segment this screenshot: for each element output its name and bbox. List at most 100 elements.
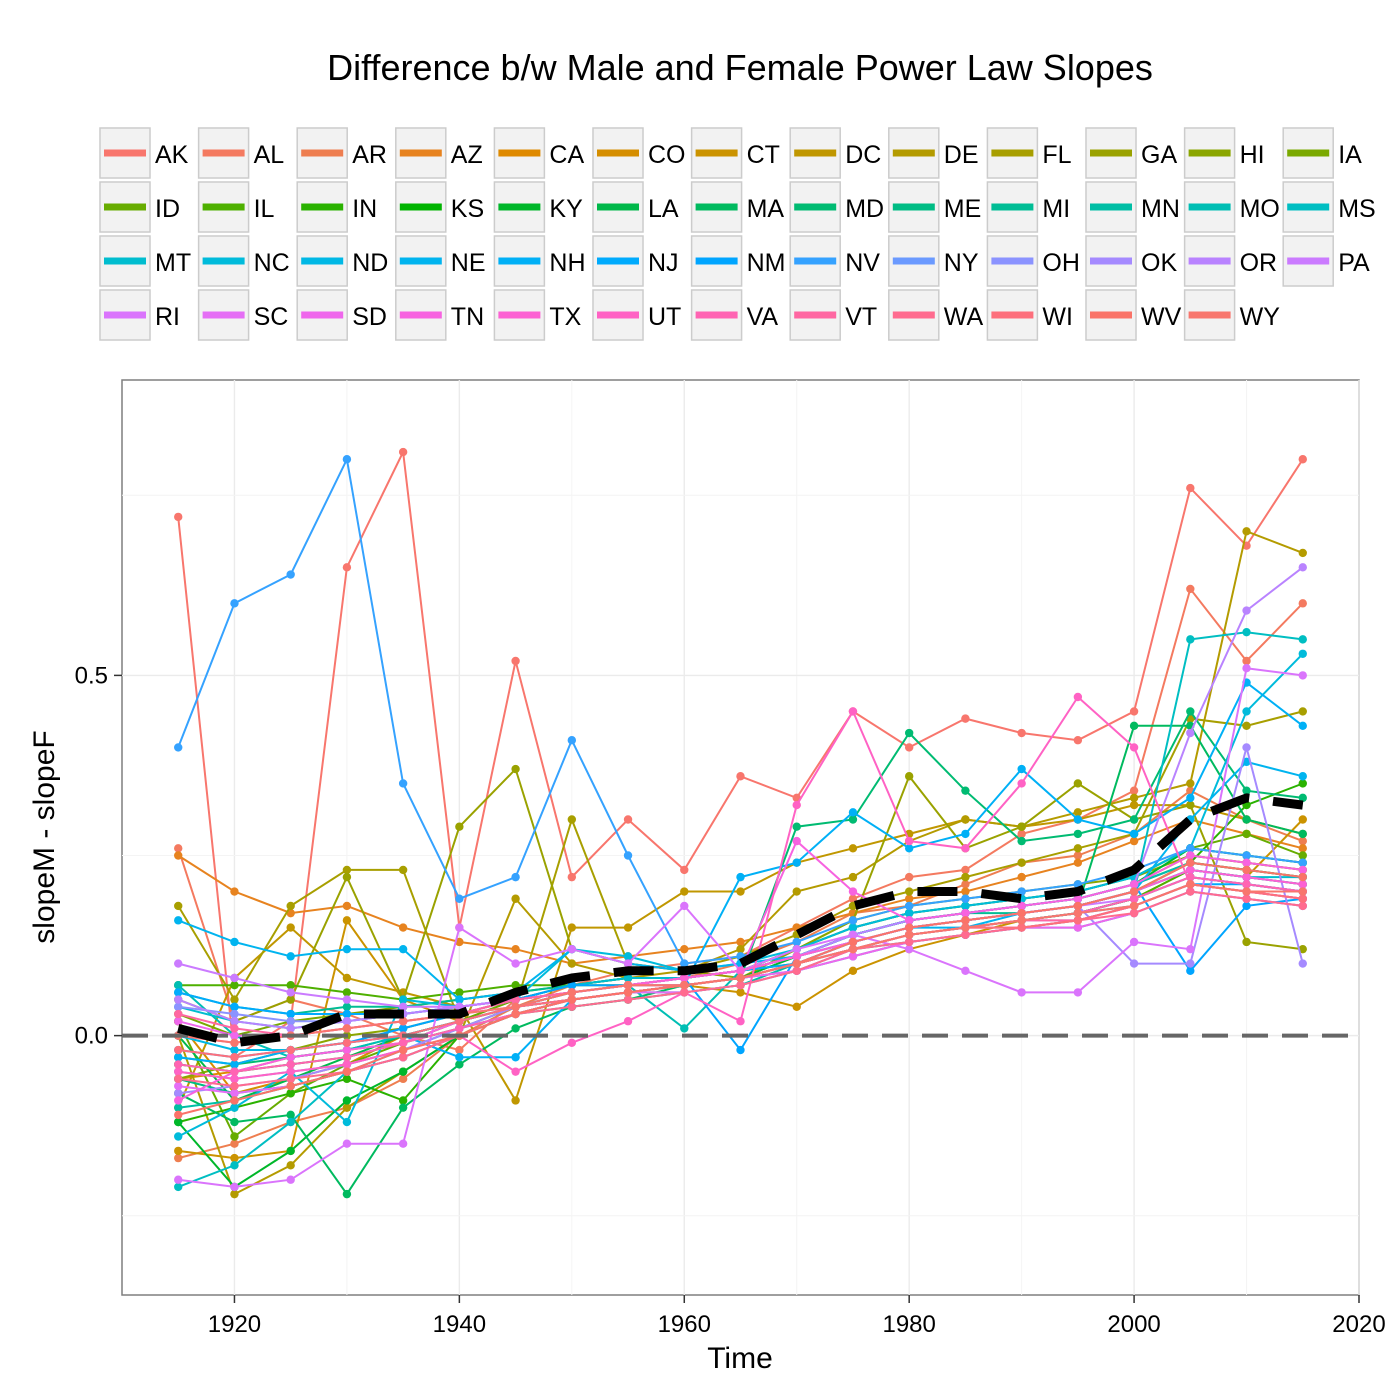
data-point bbox=[1017, 728, 1026, 738]
data-point bbox=[455, 1053, 464, 1062]
data-point bbox=[680, 988, 689, 997]
legend-label: MN bbox=[1141, 195, 1180, 223]
legend-swatch-point bbox=[417, 203, 425, 211]
legend-swatch-point bbox=[417, 149, 425, 157]
legend-label: DC bbox=[845, 141, 881, 169]
data-point bbox=[511, 959, 520, 968]
data-point bbox=[1186, 944, 1195, 954]
data-point bbox=[230, 973, 239, 983]
legend-item-co: CO bbox=[592, 127, 686, 179]
data-point bbox=[623, 995, 633, 1004]
data-point bbox=[174, 995, 183, 1004]
legend-label: SD bbox=[352, 303, 387, 331]
data-point bbox=[174, 1081, 183, 1091]
data-point bbox=[174, 916, 183, 925]
legend-swatch-point bbox=[121, 149, 129, 157]
data-point bbox=[1298, 901, 1307, 911]
data-point bbox=[848, 887, 858, 896]
data-point bbox=[342, 1045, 352, 1055]
data-point bbox=[567, 988, 577, 997]
legend-label: SC bbox=[254, 303, 289, 331]
legend-label: IA bbox=[1338, 141, 1362, 169]
data-point bbox=[1186, 858, 1195, 867]
plot-panel bbox=[121, 379, 1360, 1296]
data-point bbox=[1242, 627, 1251, 637]
legend-label: DE bbox=[944, 141, 979, 169]
legend-item-wi: WI bbox=[986, 289, 1073, 341]
data-point bbox=[961, 714, 970, 723]
legend-swatch-point bbox=[614, 203, 622, 211]
data-point bbox=[792, 959, 801, 968]
data-point bbox=[961, 930, 970, 939]
legend-item-oh: OH bbox=[986, 235, 1080, 287]
legend-swatch-point bbox=[515, 257, 523, 265]
data-point bbox=[1129, 937, 1139, 947]
data-point bbox=[623, 959, 633, 968]
data-point bbox=[342, 1096, 352, 1105]
x-tick-label: 1960 bbox=[658, 1311, 711, 1338]
data-point bbox=[792, 836, 801, 846]
data-point bbox=[230, 1096, 239, 1105]
data-point bbox=[342, 973, 352, 983]
data-point bbox=[623, 952, 633, 961]
data-point bbox=[230, 980, 239, 990]
legend-item-tx: TX bbox=[493, 289, 582, 341]
data-point bbox=[511, 1024, 520, 1033]
data-point bbox=[1017, 829, 1026, 839]
data-point bbox=[1186, 872, 1195, 882]
data-point bbox=[455, 1060, 464, 1069]
data-point bbox=[1073, 851, 1083, 860]
data-point bbox=[736, 937, 745, 947]
data-point bbox=[1298, 455, 1307, 464]
data-point bbox=[174, 1009, 183, 1019]
legend-label: IN bbox=[352, 195, 377, 223]
data-point bbox=[1073, 829, 1083, 839]
data-point bbox=[455, 937, 464, 947]
data-point bbox=[848, 916, 858, 925]
data-point bbox=[286, 1074, 295, 1084]
legend-item-ia: IA bbox=[1282, 127, 1362, 179]
legend-label: MT bbox=[155, 249, 191, 277]
data-point bbox=[904, 772, 914, 781]
data-point bbox=[680, 865, 689, 875]
legend-label: PA bbox=[1338, 249, 1370, 277]
data-point bbox=[904, 836, 914, 846]
data-point bbox=[567, 1038, 577, 1048]
data-point bbox=[904, 916, 914, 925]
legend-label: TN bbox=[451, 303, 484, 331]
legend-label: ME bbox=[944, 195, 982, 223]
data-point bbox=[1242, 786, 1251, 795]
series-ut bbox=[174, 692, 1307, 1084]
data-point bbox=[286, 570, 295, 579]
data-point bbox=[848, 930, 858, 939]
data-point bbox=[567, 815, 577, 824]
data-point bbox=[623, 923, 633, 932]
data-point bbox=[174, 1182, 183, 1192]
legend-item-ar: AR bbox=[296, 127, 387, 179]
data-point bbox=[511, 944, 520, 954]
x-axis-label: Time bbox=[707, 1342, 773, 1375]
data-point bbox=[230, 1117, 239, 1127]
legend-item-ut: UT bbox=[592, 289, 681, 341]
data-point bbox=[623, 988, 633, 997]
data-point bbox=[623, 815, 633, 824]
data-point bbox=[1242, 887, 1251, 896]
legend-item-ga: GA bbox=[1085, 127, 1177, 179]
legend-label: WA bbox=[944, 303, 984, 331]
data-point bbox=[1017, 923, 1026, 932]
data-point bbox=[904, 894, 914, 903]
legend-label: IL bbox=[254, 195, 275, 223]
data-point bbox=[1186, 483, 1195, 493]
data-point bbox=[342, 1074, 352, 1084]
data-point bbox=[286, 1024, 295, 1033]
data-point bbox=[230, 1139, 239, 1148]
data-point bbox=[286, 901, 295, 911]
legend-label: OK bbox=[1141, 249, 1177, 277]
data-point bbox=[961, 966, 970, 975]
data-point bbox=[1298, 548, 1307, 558]
data-point bbox=[848, 815, 858, 824]
data-point bbox=[1073, 988, 1083, 997]
legend-swatch-point bbox=[1206, 203, 1214, 211]
legend-label: LA bbox=[648, 195, 679, 223]
data-point bbox=[1073, 808, 1083, 817]
